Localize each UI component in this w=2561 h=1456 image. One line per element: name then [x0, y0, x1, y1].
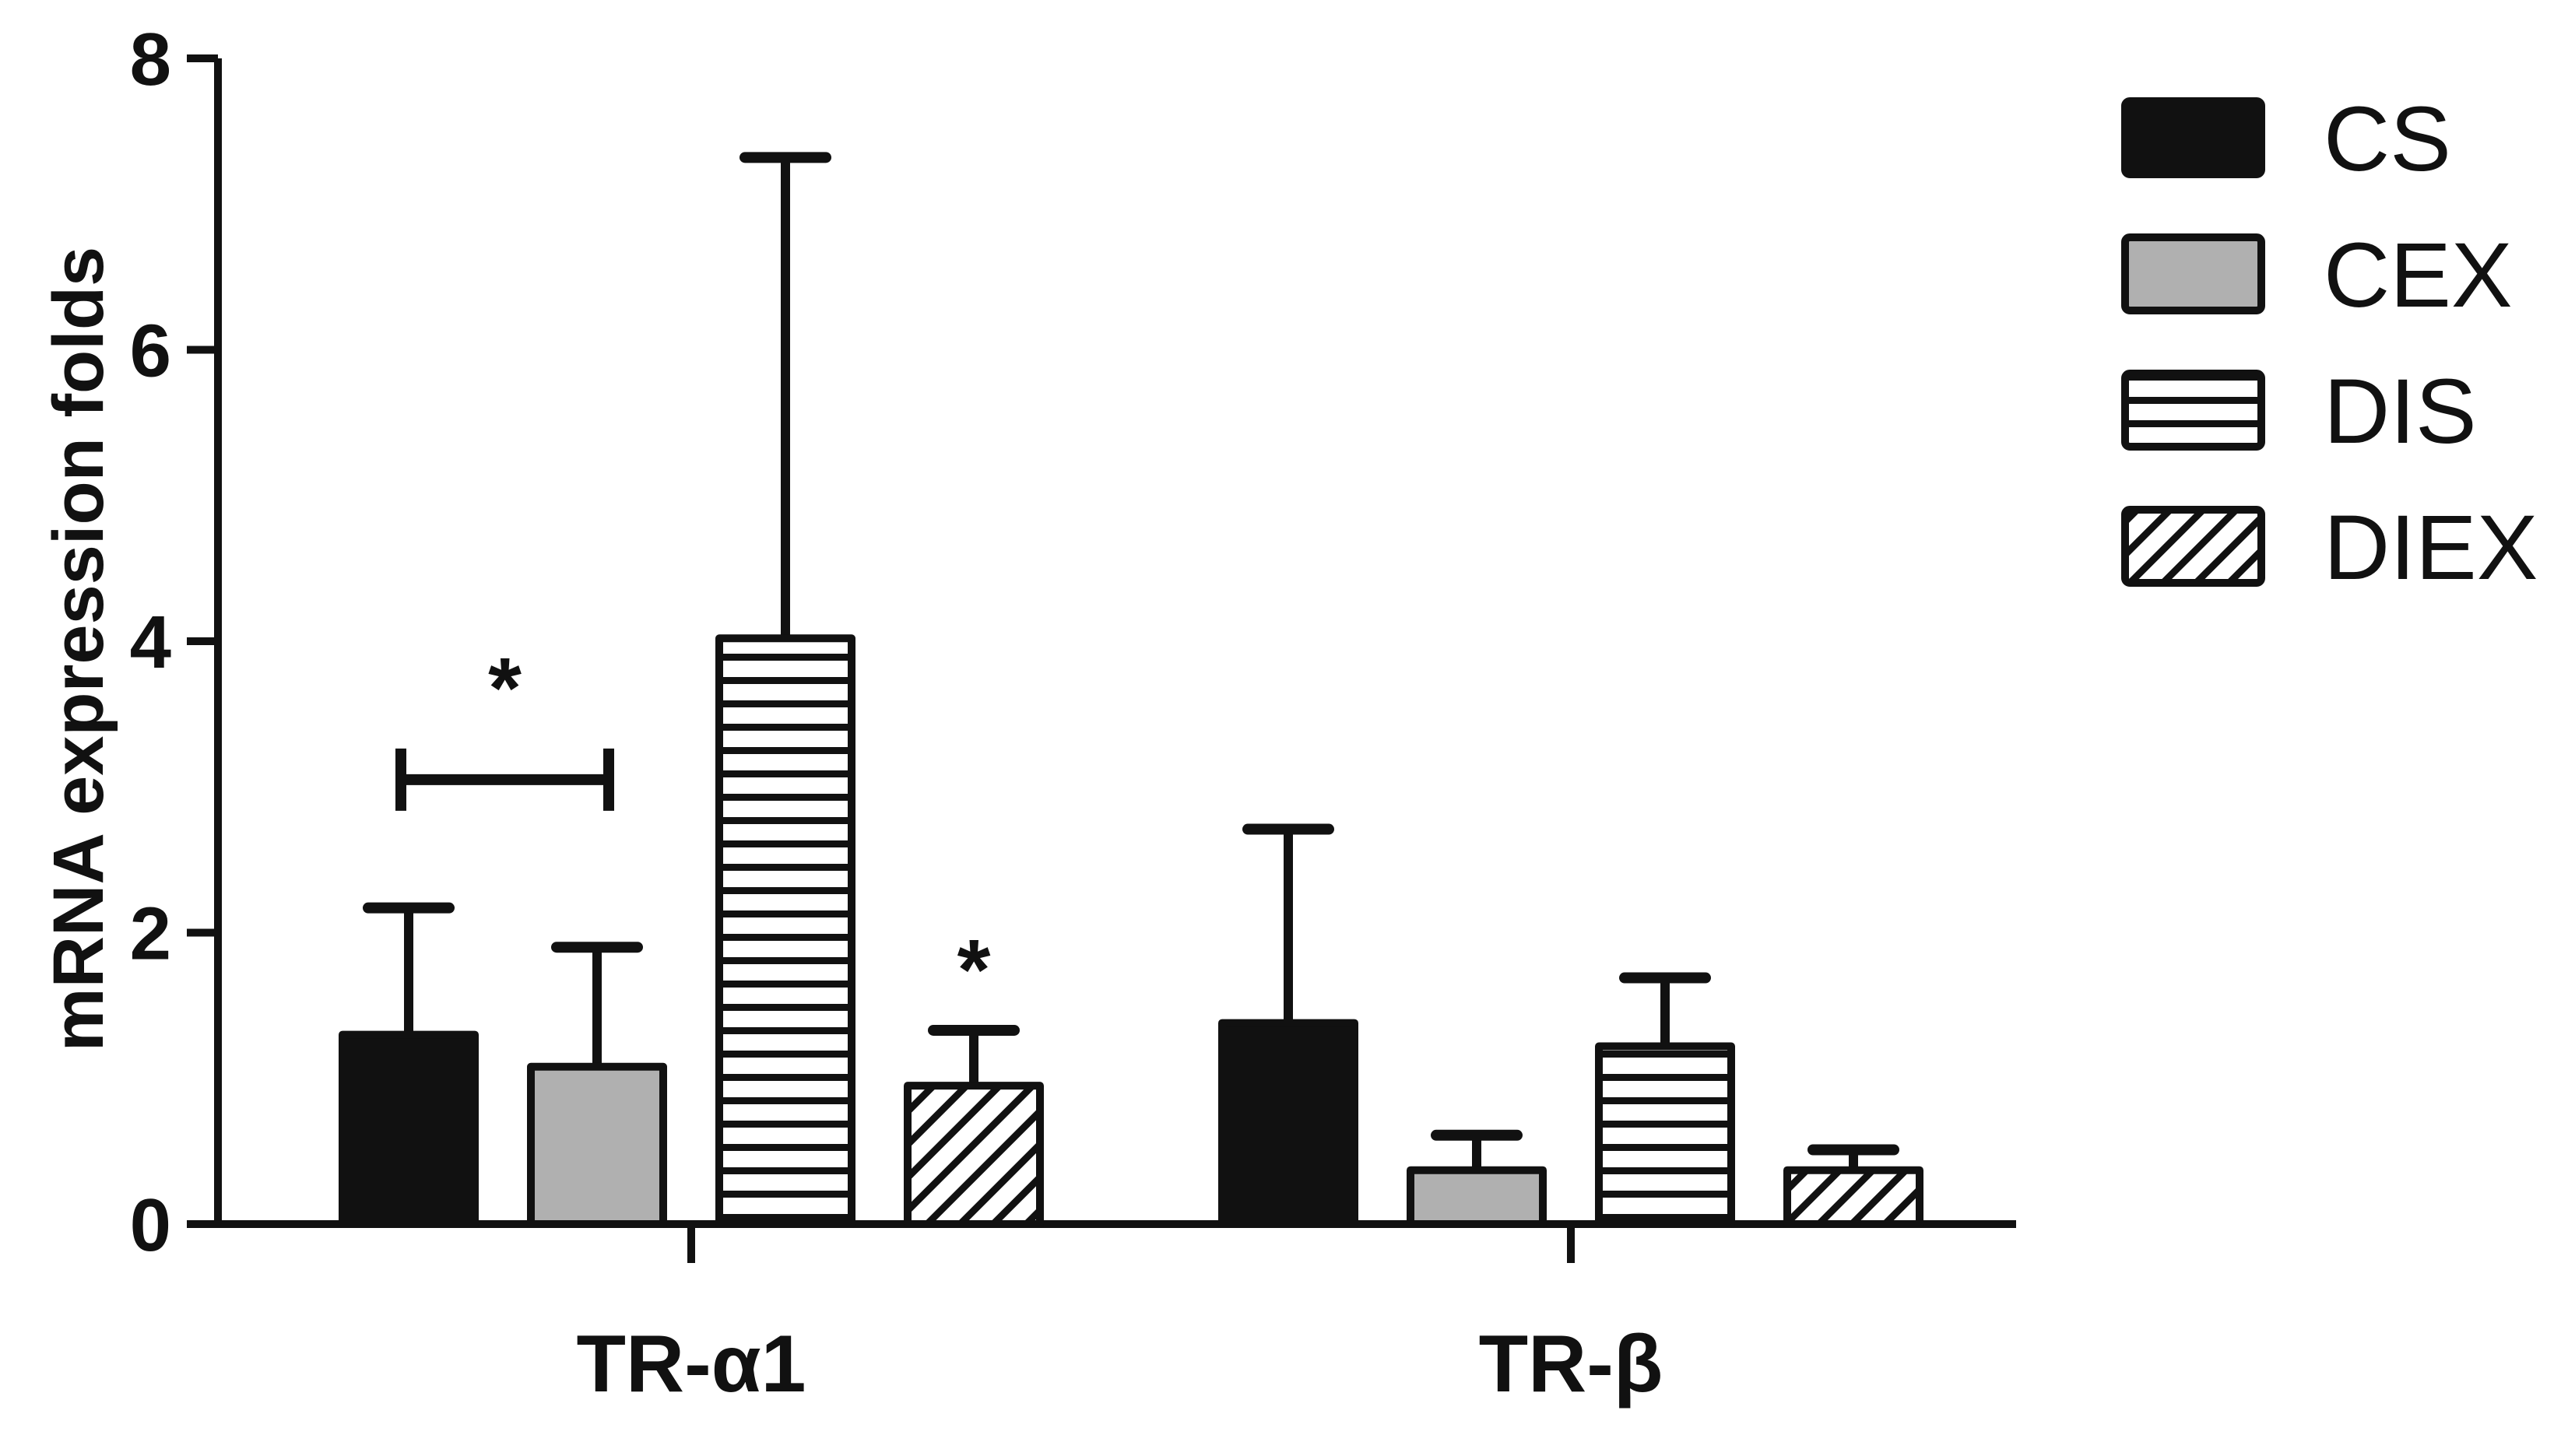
x-category-label: TR-α1	[576, 1319, 806, 1409]
y-tick-label: 2	[130, 893, 171, 976]
significance-marker: *	[488, 640, 522, 736]
y-axis-title: mRNA expression folds	[39, 247, 118, 1051]
bar-dis	[715, 634, 855, 1228]
legend-swatch-cex	[2121, 233, 2265, 314]
legend-swatch-dis	[2121, 370, 2265, 451]
legend-swatch-diex	[2121, 506, 2265, 587]
bar-diex	[1783, 1166, 1923, 1229]
legend-label-diex: DIEX	[2324, 496, 2538, 599]
significance-marker: *	[957, 922, 991, 1018]
legend-label-dis: DIS	[2324, 360, 2477, 463]
y-tick-label: 8	[130, 18, 171, 101]
bar-cex	[1407, 1166, 1547, 1229]
bar-cs	[1218, 1019, 1358, 1228]
legend-swatch-cs	[2121, 97, 2265, 178]
bar-diex	[904, 1082, 1044, 1229]
bar-cex	[527, 1062, 667, 1229]
y-tick-label: 0	[130, 1184, 171, 1267]
legend-label-cs: CS	[2324, 88, 2451, 191]
y-tick-label: 4	[130, 601, 171, 684]
y-tick-label: 6	[130, 310, 171, 393]
bar-dis	[1595, 1042, 1735, 1229]
legend-label-cex: CEX	[2324, 224, 2513, 327]
x-category-label: TR-β	[1479, 1319, 1663, 1409]
bar-cs	[339, 1030, 479, 1228]
